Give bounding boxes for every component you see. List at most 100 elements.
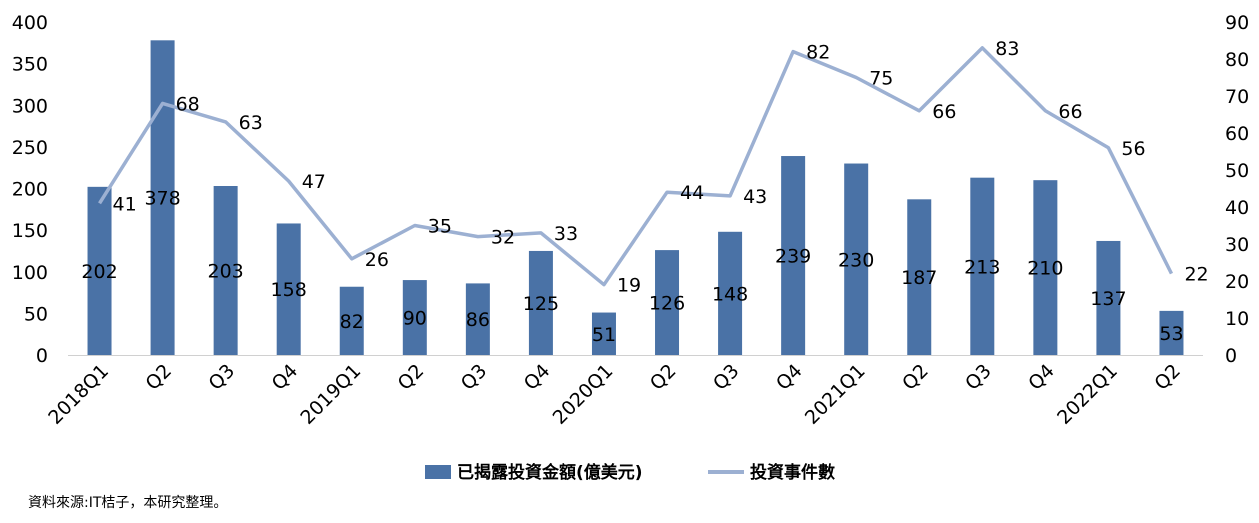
y-right-tick-70: 70 [1225, 86, 1249, 108]
bar-label-8: 51 [592, 324, 616, 346]
bar-label-2: 203 [208, 261, 244, 283]
bar-16 [1096, 240, 1121, 355]
bar-label-17: 53 [1159, 323, 1183, 345]
y-left-tick-150: 150 [12, 220, 48, 242]
bar-label-6: 86 [466, 309, 490, 331]
legend-bar-swatch [425, 465, 451, 479]
y-right-tick-60: 60 [1225, 123, 1249, 145]
y-left-tick-0: 0 [36, 345, 48, 367]
bar-17 [1159, 310, 1184, 355]
y-right-tick-10: 10 [1225, 308, 1249, 330]
bar-label-14: 213 [964, 256, 1000, 278]
y-left-tick-200: 200 [12, 179, 48, 201]
bar-label-11: 239 [775, 246, 811, 268]
bar-label-7: 125 [523, 293, 559, 315]
y-right-tick-80: 80 [1225, 49, 1249, 71]
line-label-2: 63 [239, 112, 263, 134]
bar-label-1: 378 [144, 188, 180, 210]
y-right-tick-30: 30 [1225, 234, 1249, 256]
line-layer [98, 46, 1174, 287]
y-right-tick-40: 40 [1225, 197, 1249, 219]
x-tick-16: 2022Q1 [1053, 360, 1122, 429]
x-tick-11: Q4 [772, 360, 807, 395]
y-left-tick-300: 300 [12, 95, 48, 117]
bar-13 [907, 199, 932, 355]
bar-7 [528, 250, 553, 355]
line-label-11: 82 [806, 42, 830, 64]
bar-label-16: 137 [1090, 288, 1126, 310]
x-tick-1: Q2 [141, 360, 176, 395]
bar-label-0: 202 [81, 261, 117, 283]
line-label-13: 66 [932, 101, 956, 123]
line-label-16: 56 [1121, 138, 1145, 160]
labels-layer: 202 378 203 158 82 90 86 125 51 126 148 239 230 187 21… [81, 38, 1208, 346]
bar-label-10: 148 [712, 283, 748, 305]
y-right-tick-50: 50 [1225, 160, 1249, 182]
x-tick-0: 2018Q1 [44, 360, 113, 429]
line-label-10: 43 [743, 186, 767, 208]
axes-layer: 0 50 100 150 200 250 300 350 400 0 10 20 30 40 50 60 70 8… [12, 12, 1249, 429]
x-tick-6: Q3 [457, 360, 492, 395]
y-left-tick-350: 350 [12, 54, 48, 76]
line-label-3: 47 [302, 171, 326, 193]
x-tick-9: Q2 [646, 360, 681, 395]
bar-10 [718, 231, 743, 355]
bar-9 [655, 250, 680, 355]
bar-3 [276, 223, 301, 355]
x-tick-17: Q2 [1150, 360, 1185, 395]
y-right-tick-90: 90 [1225, 12, 1249, 34]
bar-5 [402, 280, 427, 355]
line-label-6: 32 [491, 227, 515, 249]
line-label-7: 33 [554, 223, 578, 245]
bar-4 [339, 286, 364, 355]
line-label-17: 22 [1184, 264, 1208, 286]
x-tick-4: 2019Q1 [296, 360, 365, 429]
bar-11 [781, 156, 806, 355]
x-tick-10: Q3 [709, 360, 744, 395]
legend: 已揭露投資金額(億美元) 投資事件數 [425, 462, 835, 483]
line-label-15: 66 [1058, 101, 1082, 123]
bar-15 [1033, 180, 1058, 355]
y-left-tick-250: 250 [12, 137, 48, 159]
bars-layer [87, 40, 1184, 355]
bar-14 [970, 177, 995, 355]
bar-label-12: 230 [838, 249, 874, 271]
series-line-events [98, 46, 1174, 287]
y-left-tick-100: 100 [12, 262, 48, 284]
line-label-12: 75 [869, 68, 893, 90]
bar-label-4: 82 [340, 311, 364, 333]
line-label-4: 26 [365, 249, 389, 271]
x-tick-7: Q4 [520, 360, 555, 395]
bar-6 [465, 283, 490, 355]
legend-line-label: 投資事件數 [750, 462, 835, 483]
x-tick-3: Q4 [268, 360, 303, 395]
bar-1 [150, 40, 175, 355]
bar-label-15: 210 [1027, 258, 1063, 280]
x-tick-2: Q3 [204, 360, 239, 395]
line-label-1: 68 [176, 93, 200, 115]
x-tick-8: 2020Q1 [549, 360, 618, 429]
bar-label-3: 158 [271, 279, 307, 301]
x-tick-15: Q4 [1024, 360, 1059, 395]
x-tick-13: Q2 [898, 360, 933, 395]
bar-8 [591, 312, 616, 355]
line-label-14: 83 [995, 38, 1019, 60]
x-tick-5: Q2 [394, 360, 429, 395]
bar-label-9: 126 [649, 293, 685, 315]
line-label-5: 35 [428, 216, 452, 238]
bar-label-13: 187 [901, 267, 937, 289]
source-note: 資料來源:IT桔子，本研究整理。 [28, 495, 228, 511]
legend-bar-label: 已揭露投資金額(億美元) [457, 462, 643, 483]
y-right-tick-20: 20 [1225, 271, 1249, 293]
x-tick-12: 2021Q1 [801, 360, 870, 429]
line-label-0: 41 [113, 193, 137, 215]
bar-label-5: 90 [403, 308, 427, 330]
y-left-tick-400: 400 [12, 12, 48, 34]
y-left-tick-50: 50 [24, 303, 48, 325]
bar-2 [213, 186, 238, 355]
x-tick-14: Q3 [961, 360, 996, 395]
bar-12 [844, 163, 869, 355]
y-right-tick-0: 0 [1225, 345, 1237, 367]
line-label-8: 19 [617, 275, 641, 297]
